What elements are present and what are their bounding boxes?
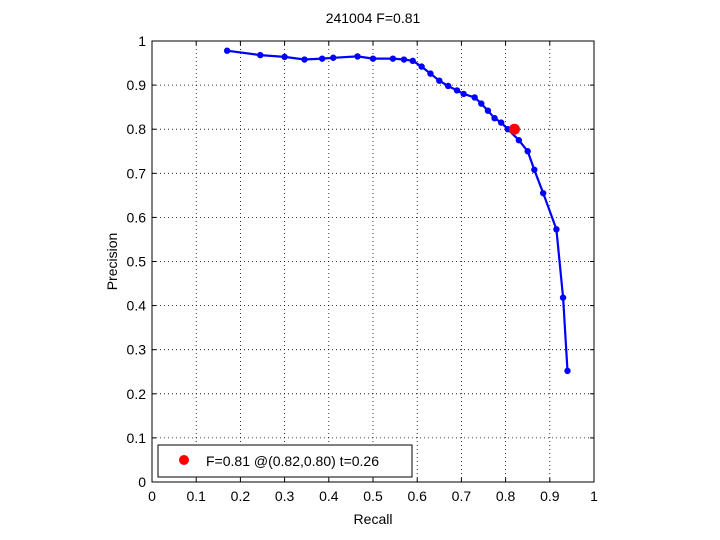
pr-curve-point xyxy=(564,367,571,375)
y-tick-label: 0.4 xyxy=(127,298,147,314)
grid-lines xyxy=(152,41,594,482)
pr-curve-point xyxy=(460,90,467,98)
pr-curve-point xyxy=(354,53,361,60)
y-tick-label: 0.9 xyxy=(127,77,147,93)
x-tick-label: 1 xyxy=(590,488,598,504)
x-tick-label: 0 xyxy=(148,488,156,504)
pr-curve-point xyxy=(418,63,425,70)
x-tick-label: 0.4 xyxy=(319,488,339,504)
pr-curve-point xyxy=(301,56,308,63)
pr-curve-point xyxy=(400,56,408,63)
pr-curve-point xyxy=(409,57,416,65)
pr-curve-point xyxy=(453,87,461,94)
pr-curve-point xyxy=(444,82,452,90)
y-tick-label: 0.3 xyxy=(127,342,147,358)
y-tick-label: 1 xyxy=(138,33,146,49)
x-tick-label: 0.7 xyxy=(452,488,472,504)
pr-curve-point xyxy=(281,53,288,61)
x-tick-label: 0.6 xyxy=(407,488,427,504)
y-tick-label: 0.1 xyxy=(127,430,147,446)
legend: F=0.81 @(0.82,0.80) t=0.26 xyxy=(157,444,413,478)
x-axis-label: Recall xyxy=(354,511,393,527)
pr-curve-point xyxy=(524,148,531,155)
y-axis-label: Precision xyxy=(104,233,120,291)
series-layer xyxy=(223,47,571,375)
pr-curve-point xyxy=(223,47,231,54)
y-tick-label: 0.7 xyxy=(127,165,147,181)
x-tick-label: 0.2 xyxy=(231,488,251,504)
legend-marker xyxy=(179,455,189,465)
pr-curve-point xyxy=(484,107,492,114)
pr-curve-point xyxy=(436,77,443,84)
axis-ticks: 0 0.1 0.2 0.3 0.4 0.5 0.6 0.7 0.8 0.9 1 0 0.1 0.2 0.3 0… xyxy=(127,33,599,504)
y-tick-label: 0.8 xyxy=(127,121,147,137)
y-tick-label: 0.2 xyxy=(127,386,147,402)
x-tick-label: 0.5 xyxy=(363,488,383,504)
best-f-point xyxy=(508,123,520,135)
pr-curve-point xyxy=(369,55,377,62)
pr-curve-point xyxy=(491,114,498,122)
x-tick-label: 0.8 xyxy=(496,488,516,504)
y-tick-label: 0.6 xyxy=(127,209,147,225)
x-tick-label: 0.3 xyxy=(275,488,295,504)
legend-box xyxy=(157,444,413,478)
pr-curve-point xyxy=(389,55,397,62)
pr-curve-point xyxy=(478,100,485,107)
chart-title: 241004 F=0.81 xyxy=(326,10,421,26)
pr-curve-point xyxy=(471,94,478,101)
y-tick-label: 0.5 xyxy=(127,254,147,270)
x-tick-label: 0.1 xyxy=(186,488,206,504)
pr-curve-point xyxy=(427,70,434,77)
y-tick-label: 0 xyxy=(138,474,146,490)
pr-curve-point xyxy=(330,54,337,61)
pr-curve-point xyxy=(318,55,326,62)
pr-curve-point xyxy=(257,51,264,59)
pr-curve-point xyxy=(497,119,505,126)
pr-curve-point xyxy=(515,137,523,144)
legend-label: F=0.81 @(0.82,0.80) t=0.26 xyxy=(206,453,379,469)
pr-curve-point xyxy=(553,226,560,233)
pr-curve-point xyxy=(559,294,567,301)
pr-curve-point xyxy=(531,166,538,173)
x-tick-label: 0.9 xyxy=(540,488,560,504)
pr-curve-point xyxy=(539,189,547,197)
